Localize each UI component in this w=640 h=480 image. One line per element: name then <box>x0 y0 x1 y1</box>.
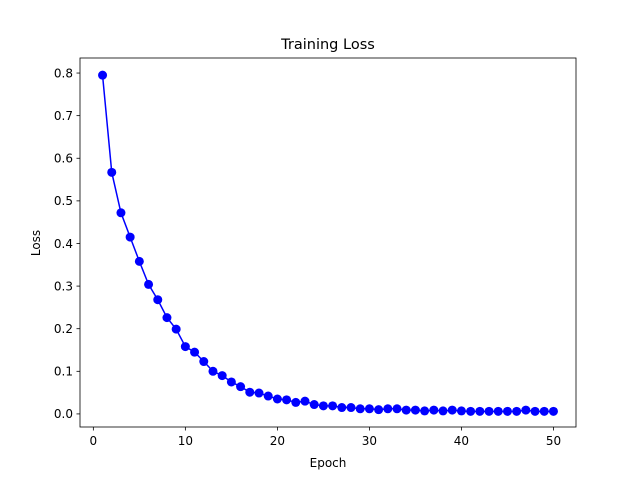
data-point <box>493 406 503 416</box>
data-point <box>447 405 457 415</box>
y-tick-label: 0.7 <box>54 109 73 123</box>
y-axis-label: Loss <box>29 230 43 256</box>
data-point <box>484 406 494 416</box>
y-axis-ticks: 0.0 0.1 0.2 0.3 0.4 0.5 0.6 0.7 0.8 <box>54 66 80 421</box>
data-point <box>199 357 209 367</box>
y-tick-label: 0.5 <box>54 194 73 208</box>
x-axis-ticks: 0 10 20 30 40 50 <box>90 427 561 448</box>
x-tick-label: 10 <box>178 434 193 448</box>
x-tick-label: 40 <box>454 434 469 448</box>
y-tick-label: 0.1 <box>54 365 73 379</box>
data-point <box>300 396 310 406</box>
data-point <box>107 167 117 177</box>
data-point <box>116 208 126 218</box>
data-point <box>171 324 181 334</box>
data-point <box>162 313 172 323</box>
y-tick-label: 0.6 <box>54 152 73 166</box>
data-point <box>144 279 154 289</box>
data-point <box>125 232 135 242</box>
data-point <box>355 404 365 414</box>
data-point <box>420 406 430 416</box>
data-point <box>208 366 218 376</box>
data-point <box>318 401 328 411</box>
data-point <box>180 342 190 352</box>
data-point <box>309 400 319 410</box>
data-point <box>512 406 522 416</box>
chart-title: Training Loss <box>280 37 375 53</box>
data-point <box>466 406 476 416</box>
x-tick-label: 20 <box>270 434 285 448</box>
data-point <box>392 404 402 414</box>
plot-area <box>98 70 558 416</box>
data-point <box>134 256 144 266</box>
data-point <box>263 391 273 401</box>
data-point <box>438 406 448 416</box>
loss-line <box>101 75 554 413</box>
data-point <box>328 401 338 411</box>
loss-points <box>98 70 558 416</box>
data-point <box>539 406 549 416</box>
data-point <box>521 405 531 415</box>
x-tick-label: 30 <box>362 434 377 448</box>
data-point <box>502 406 512 416</box>
data-point <box>429 405 439 415</box>
axes-frame <box>79 57 577 428</box>
data-point <box>254 388 264 398</box>
data-point <box>236 382 246 392</box>
data-point <box>548 406 558 416</box>
data-point <box>226 377 236 387</box>
data-point <box>98 70 108 80</box>
y-tick-label: 0.0 <box>54 407 73 421</box>
data-point <box>291 397 301 407</box>
y-tick-label: 0.2 <box>54 322 73 336</box>
data-point <box>364 404 374 414</box>
data-point <box>475 406 485 416</box>
y-tick-label: 0.8 <box>54 66 73 80</box>
data-point <box>337 403 347 413</box>
y-tick-label: 0.3 <box>54 279 73 293</box>
data-point <box>190 347 200 357</box>
data-point <box>530 406 540 416</box>
x-tick-label: 50 <box>546 434 561 448</box>
data-point <box>410 405 420 415</box>
data-point <box>282 395 292 405</box>
data-point <box>383 404 393 414</box>
x-tick-label: 0 <box>90 434 98 448</box>
data-point <box>374 405 384 415</box>
data-point <box>272 394 282 404</box>
data-point <box>346 403 356 413</box>
data-point <box>401 405 411 415</box>
data-point <box>245 387 255 397</box>
data-point <box>217 371 227 381</box>
data-point <box>153 295 163 305</box>
y-tick-label: 0.4 <box>54 237 73 251</box>
data-point <box>456 406 466 416</box>
x-axis-label: Epoch <box>310 456 347 470</box>
